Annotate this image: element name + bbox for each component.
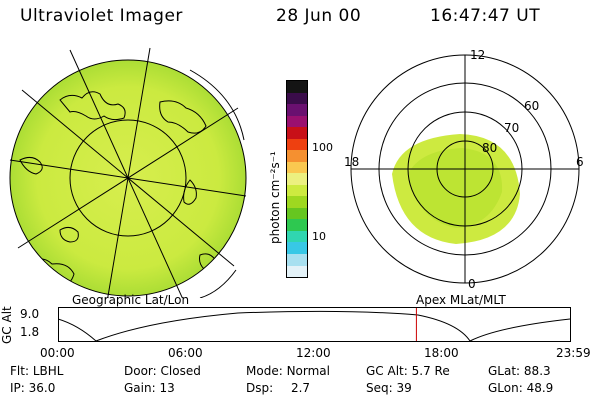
glon-label: GLon: [488,381,523,395]
coastline-arc-top [189,69,245,141]
colorbar-segment [287,104,307,116]
colorbar-segment [287,184,307,197]
mlt-label-0: 0 [468,277,476,291]
coastline-greenland [59,91,126,121]
altitude-plot-frame [58,307,571,342]
time-tick-2: 12:00 [296,346,331,360]
colorbar-segment [287,265,307,278]
ip-value: 36.0 [28,381,56,395]
time-label: 16:47:47 UT [430,6,541,26]
status-dsp: Dsp: 2.7 [246,381,310,395]
date-label: 28 Jun 00 [276,6,362,26]
gcalt-value: 5.7 Re [411,364,450,378]
coastline-arc-bottom [199,269,237,298]
lat-label-70: 70 [504,121,519,135]
door-label: Door: [124,364,157,378]
status-glon: GLon: 48.9 [488,381,553,395]
dsp-value: 2.7 [290,381,311,395]
mlt-label-18: 18 [344,155,359,169]
colorbar-segment [287,253,307,266]
colorbar [286,80,308,278]
app-title: Ultraviolet Imager [20,6,183,26]
lat-label-60: 60 [524,99,539,113]
gain-value: 13 [159,381,175,395]
colorbar-unit-label: photon cm⁻²s⁻¹ [268,151,282,244]
polar-panel-label: Apex MLat/MLT [416,293,506,307]
colorbar-segment [287,115,307,128]
status-door: Door: Closed [124,364,201,378]
colorbar-segment [287,127,307,139]
colorbar-segment [287,92,307,105]
mlt-label-12: 12 [470,48,485,62]
colorbar-segment [287,161,307,174]
mlt-label-6: 6 [576,155,584,169]
colorbar-segment [287,219,307,231]
lat-label-80: 80 [482,141,497,155]
status-glat: GLat: 88.3 [488,364,551,378]
altitude-tick-high: 9.0 [20,307,40,321]
geographic-image-panel [9,47,247,298]
gain-label: Gain: [124,381,156,395]
glat-label: GLat: [488,364,521,378]
colorbar-segment [287,230,307,243]
ip-label: IP: [10,381,25,395]
flt-value: LBHL [32,364,64,378]
colorbar-segment [287,242,307,254]
time-tick-0: 00:00 [40,346,75,360]
altitude-tick-low: 1.8 [20,325,40,339]
colorbar-segment [287,150,307,162]
seq-label: Seq: [366,381,393,395]
auroral-oval-inner [408,148,503,228]
status-flt: Flt: LBHL [10,364,63,378]
colorbar-segment [287,207,307,220]
dsp-label: Dsp: [246,381,274,395]
mode-value: Normal [286,364,330,378]
colorbar-tick-high: 100 [312,141,333,154]
colorbar-segment [287,138,307,151]
coastline-small [59,226,79,243]
coastline-island [19,156,43,175]
glon-value: 48.9 [526,381,554,395]
meridian-line [21,89,235,267]
altitude-axis-label: GC Alt [0,306,14,344]
status-seq: Seq: 39 [366,381,412,395]
coastline-siberia [159,100,207,134]
geo-panel-label: Geographic Lat/Lon [72,293,190,307]
flt-label: Flt: [10,364,29,378]
gcalt-label: GC Alt: [366,364,408,378]
polar-mlt-panel: 12 18 6 0 60 70 80 [344,48,584,291]
time-tick-4: 23:59 [556,346,591,360]
time-tick-1: 06:00 [168,346,203,360]
glat-value: 88.3 [523,364,551,378]
colorbar-segment [287,196,307,208]
colorbar-segment [287,81,307,93]
colorbar-tick-low: 10 [312,230,326,243]
status-ip: IP: 36.0 [10,381,55,395]
time-tick-3: 18:00 [424,346,459,360]
door-value: Closed [160,364,201,378]
status-gain: Gain: 13 [124,381,175,395]
mode-label: Mode: [246,364,283,378]
latitude-ring-inner [69,119,187,237]
status-gcalt: GC Alt: 5.7 Re [366,364,450,378]
latitude-ring-outer [9,59,247,297]
altitude-curve [58,310,571,342]
seq-value: 39 [396,381,412,395]
status-mode: Mode: Normal [246,364,330,378]
altitude-plot [58,307,571,342]
colorbar-segment [287,173,307,185]
